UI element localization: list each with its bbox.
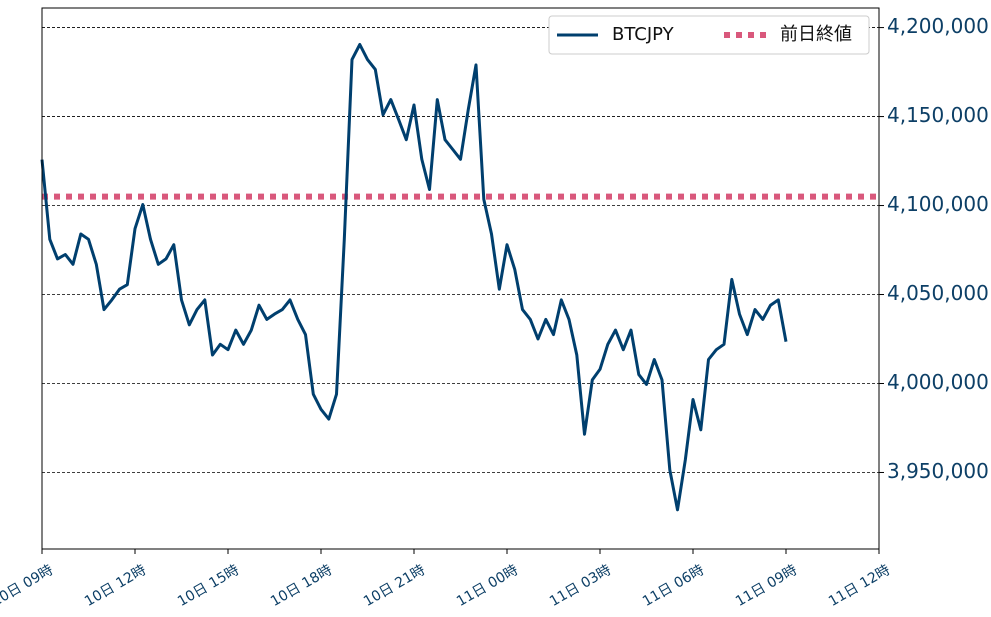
- x-tick-label: 11日 09時: [733, 562, 800, 610]
- legend-label: BTCJPY: [612, 24, 675, 45]
- y-tick-label: 4,050,000: [887, 281, 989, 305]
- y-tick-label: 4,200,000: [887, 14, 989, 38]
- y-tick-label: 3,950,000: [887, 459, 989, 483]
- legend-label: 前日終値: [780, 24, 852, 45]
- y-tick-label: 4,150,000: [887, 103, 989, 127]
- x-tick-label: 11日 12時: [826, 562, 893, 610]
- x-tick-label: 10日 09時: [0, 562, 56, 610]
- x-tick-label: 11日 00時: [454, 562, 521, 610]
- data-line: [40, 43, 788, 512]
- legend: BTCJPY 前日終値: [548, 15, 870, 55]
- x-tick-label: 11日 06時: [640, 562, 707, 610]
- x-tick-label: 10日 15時: [175, 562, 242, 610]
- x-tick-label: 10日 18時: [268, 562, 335, 610]
- x-tick-label: 10日 21時: [361, 562, 428, 610]
- x-tick-label: 11日 03時: [547, 562, 614, 610]
- y-tick-label: 4,000,000: [887, 370, 989, 394]
- y-tick-label: 4,100,000: [887, 192, 989, 216]
- x-tick-label: 10日 12時: [82, 562, 149, 610]
- legend-box: [548, 15, 870, 55]
- plot-frame: [41, 7, 880, 550]
